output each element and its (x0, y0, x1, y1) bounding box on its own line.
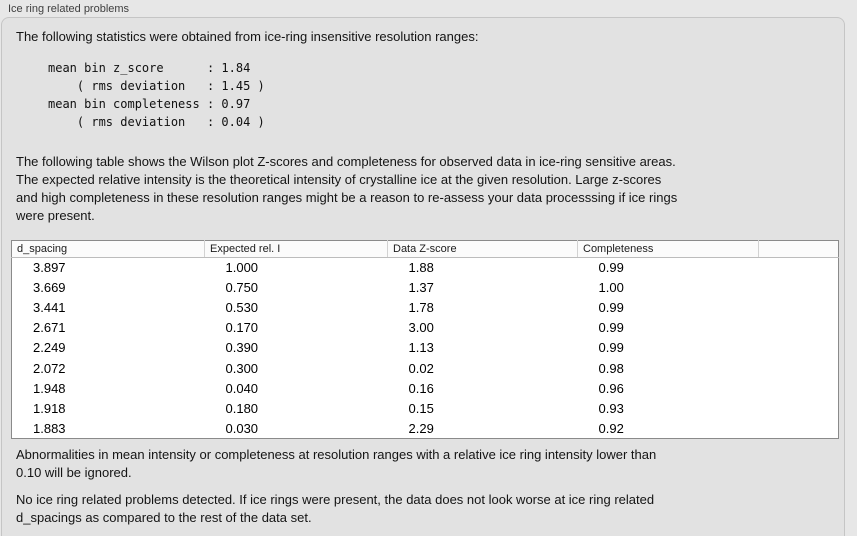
text-line: 0.10 will be ignored. (16, 465, 132, 480)
table-cell (759, 358, 839, 378)
table-cell: 2.29 (408, 420, 434, 436)
intro-text: The following statistics were obtained f… (16, 29, 479, 44)
table-cell: 0.99 (598, 260, 624, 276)
text-line: The following table shows the Wilson plo… (16, 154, 676, 169)
note-text: Abnormalities in mean intensity or compl… (16, 446, 656, 482)
table-cell: 3.00 (408, 320, 434, 336)
table-row[interactable]: 1.918 0.180 0.15 0.93 (12, 398, 839, 418)
table-cell: 0.170 (225, 320, 259, 336)
text-line: were present. (16, 208, 95, 223)
table-cell (759, 318, 839, 338)
table-cell (759, 418, 839, 438)
table-cell (759, 398, 839, 418)
table-cell: 1.948 (33, 380, 66, 396)
table-row[interactable]: 1.948 0.040 0.16 0.96 (12, 378, 839, 398)
table-cell: 1.78 (408, 300, 434, 316)
table-cell: 0.750 (225, 280, 259, 296)
description-text: The following table shows the Wilson plo… (16, 153, 677, 225)
table-row[interactable]: 2.249 0.390 1.13 0.99 (12, 338, 839, 358)
panel-title: Ice ring related problems (8, 3, 130, 15)
table-cell: 1.000 (225, 260, 259, 276)
text-line: No ice ring related problems detected. I… (16, 492, 655, 507)
table-cell: 3.441 (33, 300, 66, 316)
table-cell: 2.072 (33, 360, 66, 376)
table-cell: 0.98 (598, 360, 624, 376)
table-cell: 1.00 (598, 280, 624, 296)
table-row[interactable]: 3.669 0.750 1.37 1.00 (12, 278, 839, 298)
table-cell: 0.02 (408, 360, 434, 376)
text-line: ( rms deviation : 1.45 ) (48, 79, 265, 93)
column-header[interactable]: Completeness (577, 240, 759, 258)
text-line: mean bin completeness : 0.97 (48, 97, 251, 111)
table-cell: 3.669 (33, 280, 66, 296)
table-cell: 1.13 (408, 340, 434, 356)
table-cell: 3.897 (33, 260, 66, 276)
ice-ring-table[interactable]: d_spacing Expected rel. I Data Z-score Comp… (11, 240, 839, 439)
table-row[interactable]: 3.441 0.530 1.78 0.99 (12, 298, 839, 318)
conclusion-text: No ice ring related problems detected. I… (16, 491, 654, 527)
table-cell (759, 258, 839, 278)
table-cell (759, 338, 839, 358)
table-cell: 0.040 (225, 380, 259, 396)
table-cell: 0.300 (225, 360, 259, 376)
text-line: d_spacings as compared to the rest of th… (16, 510, 312, 525)
table-cell (759, 298, 839, 318)
column-header[interactable]: Data Z-score (387, 240, 578, 258)
table-cell: 2.249 (33, 340, 66, 356)
table-cell: 0.99 (598, 300, 624, 316)
table-cell (759, 378, 839, 398)
table-cell: 0.99 (598, 320, 624, 336)
text-line: and high completeness in these resolutio… (16, 190, 678, 205)
table-cell: 0.93 (598, 400, 624, 416)
table-row[interactable]: 3.897 1.000 1.88 0.99 (12, 258, 839, 278)
text-line: The expected relative intensity is the t… (16, 172, 662, 187)
table-cell: 2.671 (33, 320, 66, 336)
table-cell: 0.99 (598, 340, 624, 356)
table-row[interactable]: 2.072 0.300 0.02 0.98 (12, 358, 839, 378)
table-cell: 0.530 (225, 300, 259, 316)
table-cell: 0.92 (598, 420, 624, 436)
table-header-row[interactable]: d_spacing Expected rel. I Data Z-score Comp… (11, 240, 839, 258)
ice-ring-group-box: The following statistics were obtained f… (1, 17, 845, 536)
table-cell: 1.37 (408, 280, 434, 296)
table-row[interactable]: 1.883 0.030 2.29 0.92 (12, 418, 839, 438)
table-cell: 0.96 (598, 380, 624, 396)
text-line: Abnormalities in mean intensity or compl… (16, 447, 657, 462)
text-line: ( rms deviation : 0.04 ) (48, 115, 265, 129)
statistics-block: mean bin z_score : 1.84 ( rms deviation … (48, 59, 265, 131)
table-cell: 0.15 (408, 400, 434, 416)
table-cell: 0.030 (225, 420, 259, 436)
table-row[interactable]: 2.671 0.170 3.00 0.99 (12, 318, 839, 338)
table-cell: 0.16 (408, 380, 434, 396)
table-cell: 0.390 (225, 340, 259, 356)
table-cell: 0.180 (225, 400, 259, 416)
table-cell: 1.883 (33, 420, 66, 436)
table-cell: 1.918 (33, 400, 66, 416)
table-cell: 1.88 (408, 260, 434, 276)
table-cell (759, 278, 839, 298)
text-line: mean bin z_score : 1.84 (48, 61, 251, 75)
column-header[interactable]: Expected rel. I (204, 240, 388, 258)
column-header[interactable] (758, 240, 839, 258)
column-header[interactable]: d_spacing (11, 240, 205, 258)
